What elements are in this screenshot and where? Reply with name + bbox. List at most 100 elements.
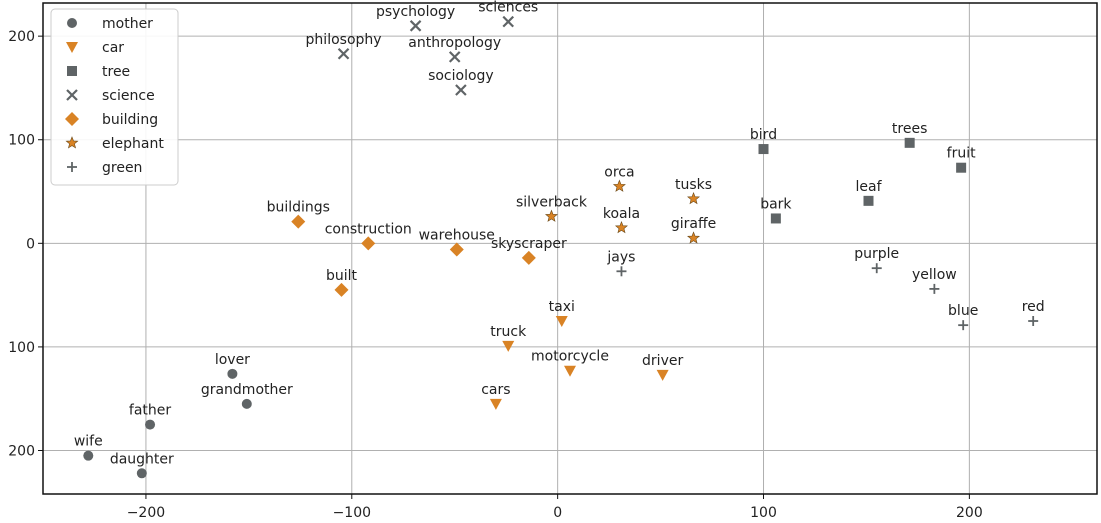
point-marker-driver	[656, 369, 669, 381]
legend-item-tree: tree	[67, 64, 130, 80]
point-label-buildings: buildings	[267, 200, 330, 216]
series-tree: bird trees fruit leaf bark	[750, 121, 976, 224]
point-label-daughter: daughter	[110, 451, 174, 467]
legend-marker-green	[67, 162, 77, 172]
legend-label-elephant: elephant	[102, 136, 164, 152]
point-marker-cars	[489, 398, 502, 410]
grid-lines	[43, 3, 1097, 494]
point-marker-built	[334, 282, 349, 297]
point-label-yellow: yellow	[912, 267, 957, 283]
series-science: psychology sciences philosophy anthropology…	[306, 0, 538, 96]
legend-label-building: building	[102, 112, 158, 128]
legend-marker-tree	[67, 66, 77, 76]
legend-label-green: green	[102, 160, 142, 176]
x-tick-label: 200	[956, 505, 983, 521]
point-marker-leaf	[863, 195, 874, 206]
point-marker-motorcycle	[564, 365, 576, 377]
legend-item-car: car	[66, 40, 124, 56]
point-marker-construction	[361, 236, 376, 251]
point-marker-sociology	[455, 84, 467, 96]
point-label-leaf: leaf	[855, 179, 882, 195]
point-label-trees: trees	[892, 121, 927, 137]
legend-item-green: green	[67, 160, 142, 176]
legend-label-mother: mother	[102, 16, 153, 32]
legend-item-elephant: elephant	[65, 136, 164, 152]
point-label-truck: truck	[490, 324, 527, 340]
legend-marker-science	[66, 89, 78, 101]
point-marker-purple	[871, 263, 882, 274]
point-marker-orca	[612, 179, 626, 192]
point-marker-blue	[958, 320, 969, 331]
point-label-bird: bird	[750, 127, 777, 143]
x-tick-label: −200	[127, 505, 165, 521]
y-tick-label: 100	[8, 340, 35, 356]
point-label-tusks: tusks	[675, 177, 712, 193]
point-marker-skyscraper	[521, 250, 536, 265]
point-marker-taxi	[555, 316, 568, 328]
series-building: buildings construction warehouseskyscraper…	[267, 200, 567, 297]
point-label-red: red	[1022, 299, 1045, 315]
point-label-lover: lover	[215, 352, 250, 368]
point-marker-bark	[770, 213, 781, 224]
point-label-father: father	[129, 403, 171, 419]
series-elephant: orca tusks silverback koala giraffe	[516, 164, 716, 244]
point-marker-giraffe	[687, 231, 701, 244]
legend-item-mother: mother	[67, 16, 153, 32]
point-label-fruit: fruit	[947, 146, 976, 162]
legend-label-tree: tree	[102, 64, 130, 80]
point-label-built: built	[326, 268, 358, 284]
point-marker-trees	[904, 137, 915, 148]
x-tick-label: 0	[553, 505, 562, 521]
point-label-cars: cars	[481, 382, 510, 398]
legend-marker-elephant	[65, 136, 79, 149]
point-label-grandmother: grandmother	[201, 382, 293, 398]
point-label-driver: driver	[642, 353, 683, 369]
x-tick-label: −100	[333, 505, 371, 521]
point-marker-wife	[83, 450, 94, 461]
legend-marker-building	[65, 112, 79, 126]
point-label-anthropology: anthropology	[408, 35, 501, 51]
legend-marker-mother	[67, 18, 77, 28]
point-label-warehouse: warehouse	[419, 228, 495, 244]
point-label-taxi: taxi	[549, 299, 575, 315]
legend-item-science: science	[66, 88, 155, 104]
legend: mother car tree science building elephant gree…	[50, 8, 179, 186]
data-points: lover grandmother father wife daughter taxi tr…	[74, 0, 1045, 479]
point-label-giraffe: giraffe	[671, 216, 716, 232]
point-marker-fruit	[956, 162, 967, 173]
point-marker-grandmother	[241, 398, 252, 409]
point-label-purple: purple	[854, 246, 899, 262]
point-marker-koala	[614, 220, 628, 234]
point-marker-buildings	[291, 214, 306, 229]
x-tick-label: 100	[750, 505, 777, 521]
point-marker-yellow	[929, 283, 940, 294]
point-marker-psychology	[409, 20, 422, 32]
point-label-motorcycle: motorcycle	[531, 349, 609, 365]
y-tick-label: 200	[8, 29, 35, 45]
point-marker-silverback	[544, 209, 558, 222]
point-marker-warehouse	[449, 242, 464, 257]
point-label-sociology: sociology	[428, 68, 494, 84]
point-marker-sciences	[502, 15, 515, 28]
point-marker-jays	[616, 266, 627, 277]
point-marker-daughter	[136, 468, 147, 479]
point-label-orca: orca	[604, 164, 634, 180]
legend-label-science: science	[102, 88, 155, 104]
point-marker-truck	[502, 340, 515, 352]
point-marker-red	[1028, 316, 1039, 327]
point-label-psychology: psychology	[376, 4, 455, 20]
y-tick-label: 200	[8, 443, 35, 459]
point-marker-anthropology	[448, 51, 461, 63]
point-label-silverback: silverback	[516, 194, 588, 210]
point-label-wife: wife	[74, 434, 103, 450]
point-label-construction: construction	[325, 221, 412, 237]
legend-box	[50, 8, 179, 186]
legend-label-car: car	[102, 40, 124, 56]
legend-marker-car	[66, 42, 78, 53]
series-mother: lover grandmother father wife daughter	[74, 352, 293, 479]
y-tick-label: 0	[26, 236, 35, 252]
point-label-bark: bark	[760, 196, 792, 212]
point-marker-tusks	[687, 191, 701, 205]
point-label-philosophy: philosophy	[306, 32, 382, 48]
